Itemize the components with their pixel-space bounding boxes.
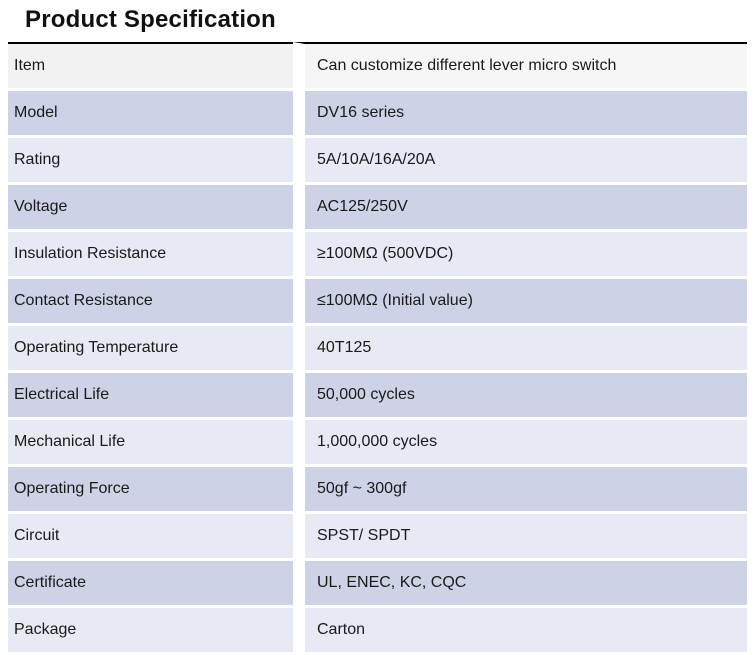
spec-label-cell: Operating Force <box>8 467 293 514</box>
spec-label-cell: Rating <box>8 138 293 185</box>
spec-label-cell: Voltage <box>8 185 293 232</box>
spec-table: Item Can customize different lever micro… <box>8 42 747 655</box>
spec-value-cell: Can customize different lever micro swit… <box>293 42 747 91</box>
spec-table-body: Item Can customize different lever micro… <box>8 42 747 655</box>
spec-label-cell: Insulation Resistance <box>8 232 293 279</box>
spec-label-cell: Mechanical Life <box>8 420 293 467</box>
spec-label-cell: Circuit <box>8 514 293 561</box>
spec-value-cell: 50,000 cycles <box>293 373 747 420</box>
table-row: Rating 5A/10A/16A/20A <box>8 138 747 185</box>
spec-value-cell: 40T125 <box>293 326 747 373</box>
spec-value-cell: DV16 series <box>293 91 747 138</box>
spec-label-cell: Electrical Life <box>8 373 293 420</box>
spec-label-cell: Model <box>8 91 293 138</box>
table-row: Electrical Life 50,000 cycles <box>8 373 747 420</box>
table-row: Package Carton <box>8 608 747 655</box>
spec-value-cell: AC125/250V <box>293 185 747 232</box>
spec-value-cell: 50gf ~ 300gf <box>293 467 747 514</box>
table-row: Contact Resistance ≤100MΩ (Initial value… <box>8 279 747 326</box>
table-row: Operating Force 50gf ~ 300gf <box>8 467 747 514</box>
spec-label-cell: Operating Temperature <box>8 326 293 373</box>
spec-label-cell: Certificate <box>8 561 293 608</box>
spec-value-cell: SPST/ SPDT <box>293 514 747 561</box>
table-row: Circuit SPST/ SPDT <box>8 514 747 561</box>
spec-value-cell: UL, ENEC, KC, CQC <box>293 561 747 608</box>
spec-label-cell: Contact Resistance <box>8 279 293 326</box>
page-title: Product Specification <box>25 6 276 33</box>
table-row: Voltage AC125/250V <box>8 185 747 232</box>
table-header-row: Item Can customize different lever micro… <box>8 42 747 91</box>
spec-label-cell: Package <box>8 608 293 655</box>
table-row: Insulation Resistance ≥100MΩ (500VDC) <box>8 232 747 279</box>
spec-value-cell: ≤100MΩ (Initial value) <box>293 279 747 326</box>
table-row: Model DV16 series <box>8 91 747 138</box>
spec-value-cell: 5A/10A/16A/20A <box>293 138 747 185</box>
table-row: Operating Temperature 40T125 <box>8 326 747 373</box>
table-row: Mechanical Life 1,000,000 cycles <box>8 420 747 467</box>
spec-value-cell: Carton <box>293 608 747 655</box>
table-row: Certificate UL, ENEC, KC, CQC <box>8 561 747 608</box>
spec-value-cell: ≥100MΩ (500VDC) <box>293 232 747 279</box>
spec-label-cell: Item <box>8 42 293 91</box>
spec-value-cell: 1,000,000 cycles <box>293 420 747 467</box>
